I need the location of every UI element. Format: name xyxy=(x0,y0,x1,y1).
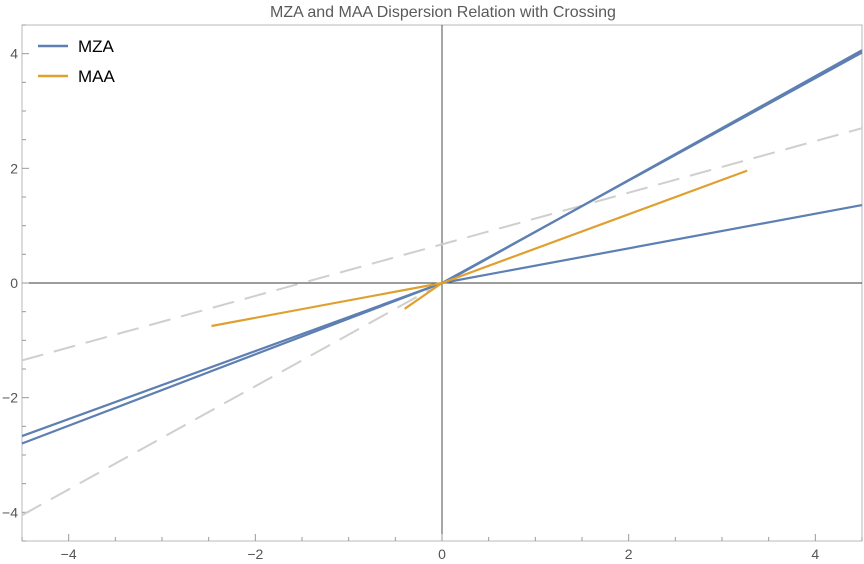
chart-title: MZA and MAA Dispersion Relation with Cro… xyxy=(270,4,616,21)
series-lines xyxy=(21,49,863,517)
mza-line xyxy=(21,281,443,445)
x-tick-label: −4 xyxy=(61,546,77,562)
x-tick-label: −2 xyxy=(247,546,263,562)
dashed-reference-line xyxy=(21,127,863,362)
mza-line xyxy=(441,51,863,284)
legend-label: MZA xyxy=(78,37,115,56)
y-tick-label: −4 xyxy=(2,504,18,520)
y-tick-label: 0 xyxy=(10,275,18,291)
legend-label: MAA xyxy=(78,67,116,86)
y-tick-label: 2 xyxy=(10,160,18,176)
maa-line xyxy=(441,169,748,285)
y-tick-label: −2 xyxy=(2,390,18,406)
mza-line xyxy=(441,203,863,285)
maa-line xyxy=(211,281,443,328)
dashed-reference-line xyxy=(21,282,443,517)
mza-line xyxy=(21,281,443,438)
ticks: −4 −2 0 2 4 −4 −2 0 2 4 xyxy=(2,24,863,562)
y-tick-label: 4 xyxy=(10,46,18,62)
x-tick-label: 4 xyxy=(811,546,819,562)
x-tick-label: 2 xyxy=(625,546,633,562)
x-tick-label: 0 xyxy=(438,546,446,562)
legend: MZA MAA xyxy=(38,37,116,86)
maa-line xyxy=(404,282,443,310)
